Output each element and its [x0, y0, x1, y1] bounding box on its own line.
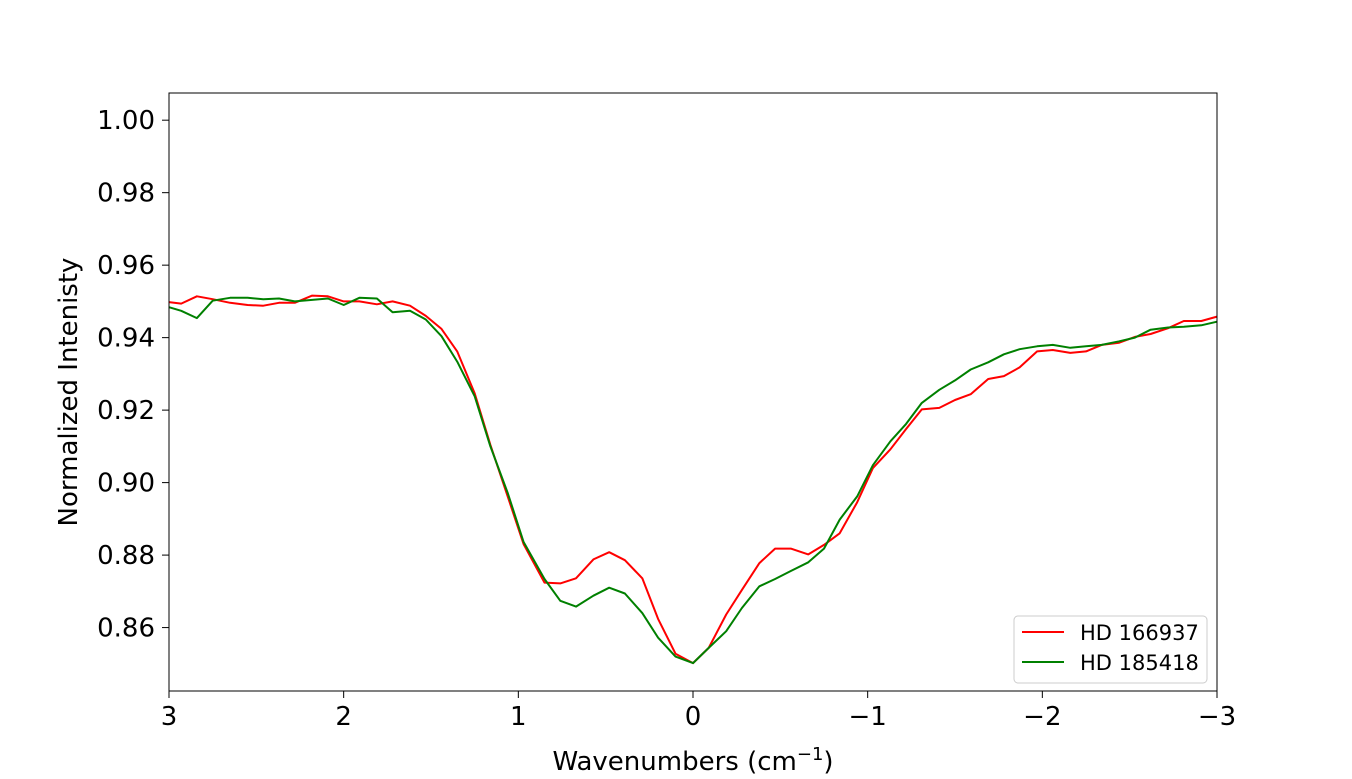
- x-tick-label: −1: [849, 702, 887, 732]
- y-tick-label: 0.98: [97, 179, 155, 209]
- x-tick-label: 2: [335, 702, 352, 732]
- series-line-hd-185418: [168, 296, 1218, 665]
- legend-label-hd-185418: HD 185418: [1080, 651, 1199, 675]
- y-tick-label: 0.88: [97, 541, 155, 571]
- x-tick-label: −3: [1198, 702, 1236, 732]
- y-tick-label: 0.96: [97, 251, 155, 281]
- y-tick-label: 0.92: [97, 396, 155, 426]
- y-tick-label: 1.00: [97, 106, 155, 136]
- x-tick-label: 3: [161, 702, 178, 732]
- y-tick-label: 0.86: [97, 614, 155, 644]
- x-tick-label: 1: [510, 702, 527, 732]
- legend: HD 166937 HD 185418: [1013, 615, 1208, 684]
- x-axis-title-superscript: −1: [797, 744, 824, 765]
- legend-label-hd-166937: HD 166937: [1080, 621, 1199, 645]
- x-axis-title-main: Wavenumbers (cm: [552, 747, 796, 777]
- x-axis: 3 2 1 0 −1 −2 −3: [161, 691, 1236, 732]
- y-axis: 0.86 0.88 0.90 0.92 0.94 0.96 0.98 1.00: [97, 106, 169, 644]
- plot-background: [169, 93, 1217, 691]
- series-layer: [168, 294, 1218, 665]
- x-axis-title-close: ): [823, 747, 833, 777]
- y-axis-title: Normalized Intenisty: [54, 258, 84, 527]
- y-tick-label: 0.90: [97, 469, 155, 499]
- y-tick-label: 0.94: [97, 324, 155, 354]
- x-axis-title: Wavenumbers (cm−1): [552, 744, 833, 777]
- x-tick-label: −2: [1023, 702, 1061, 732]
- x-tick-label: 0: [685, 702, 702, 732]
